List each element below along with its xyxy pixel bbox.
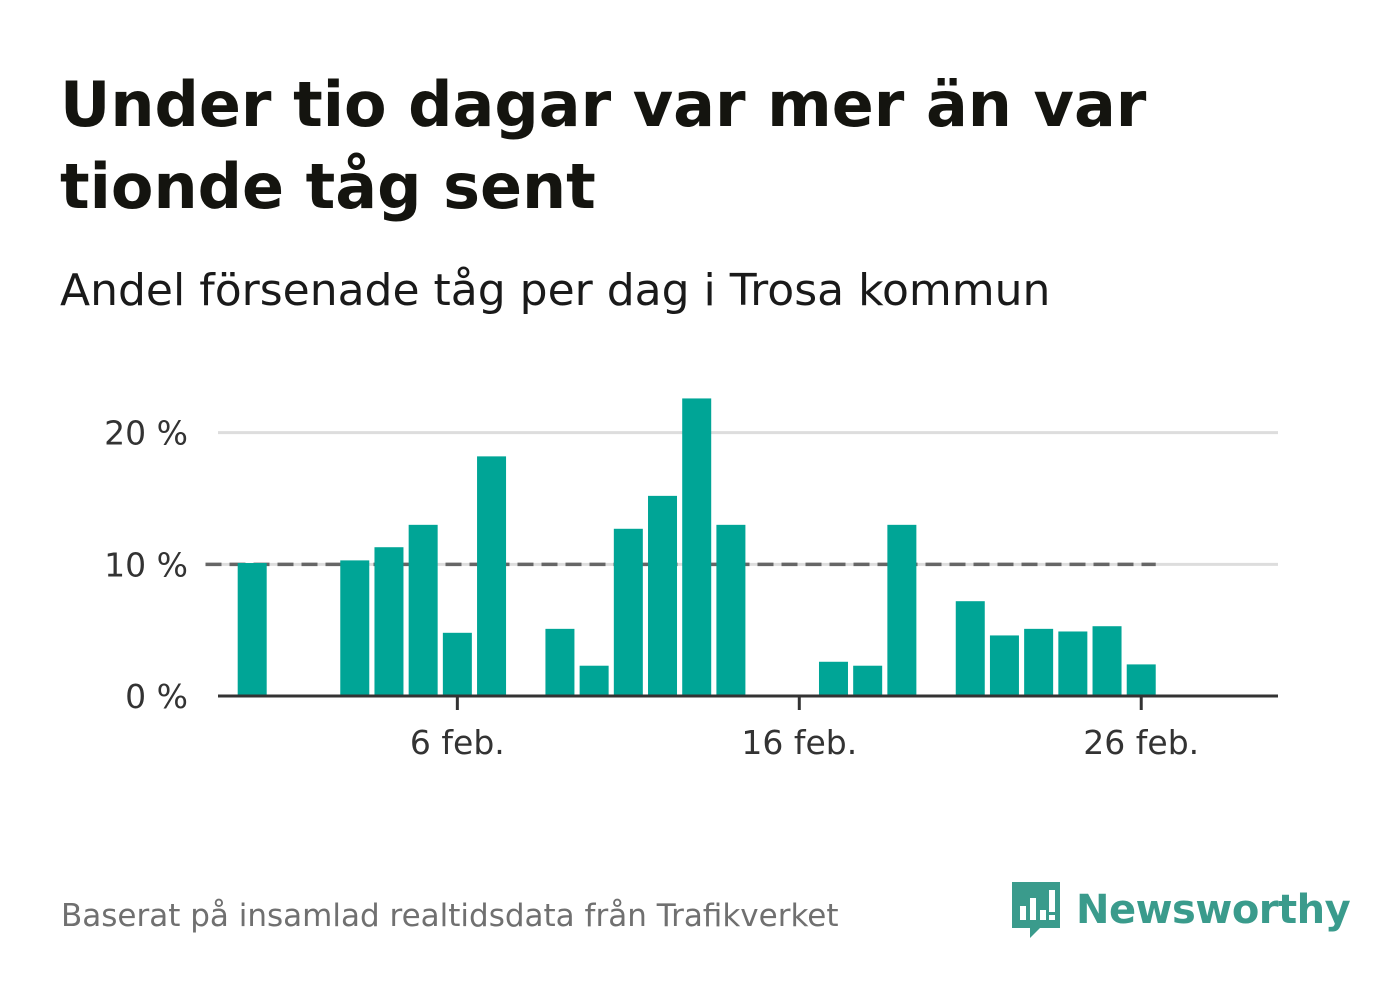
bar-day-5 [340,560,370,696]
x-tick-label: 26 feb. [1083,723,1199,762]
bar-day-28 [1126,664,1156,696]
bar-day-25 [1024,628,1054,696]
brand-name: Newsworthy [1076,887,1351,933]
y-tick-label: 20 % [104,414,188,453]
chart-subtitle: Andel försenade tåg per dag i Trosa komm… [60,265,1051,316]
brand-logo: Newsworthy [1010,878,1351,942]
bar-day-8 [442,632,472,696]
y-tick-label: 0 % [125,677,188,716]
bar-day-20 [853,665,883,696]
bar-day-19 [818,661,848,696]
bar-day-16 [716,524,746,696]
chart-title: Under tio dagar var mer än var tionde tå… [60,68,1147,223]
grid-lines [218,431,1278,566]
bar-day-26 [1058,631,1088,696]
bar-day-6 [374,547,404,696]
bar-day-21 [887,524,917,696]
tick-labels: 0 % 10 % 20 % 6 feb. 16 feb. 26 feb. [104,414,1199,762]
x-tick-label: 6 feb. [410,723,505,762]
bar-day-7 [408,524,438,696]
bar-day-27 [1092,626,1122,696]
bar-day-14 [648,495,678,696]
bar-day-12 [579,665,609,696]
bar-day-24 [989,635,1019,696]
bar-day-2 [237,563,267,696]
bar-day-13 [613,528,643,696]
newsworthy-logo-icon [1012,882,1060,938]
y-tick-label: 10 % [104,545,188,584]
x-tick-label: 16 feb. [741,723,857,762]
bar-day-11 [545,628,575,696]
bars [237,398,1156,696]
bar-day-15 [682,398,712,696]
source-note: Baserat på insamlad realtidsdata från Tr… [61,898,839,934]
bar-day-23 [955,601,985,696]
bar-day-9 [477,456,507,696]
axes [218,694,1278,710]
